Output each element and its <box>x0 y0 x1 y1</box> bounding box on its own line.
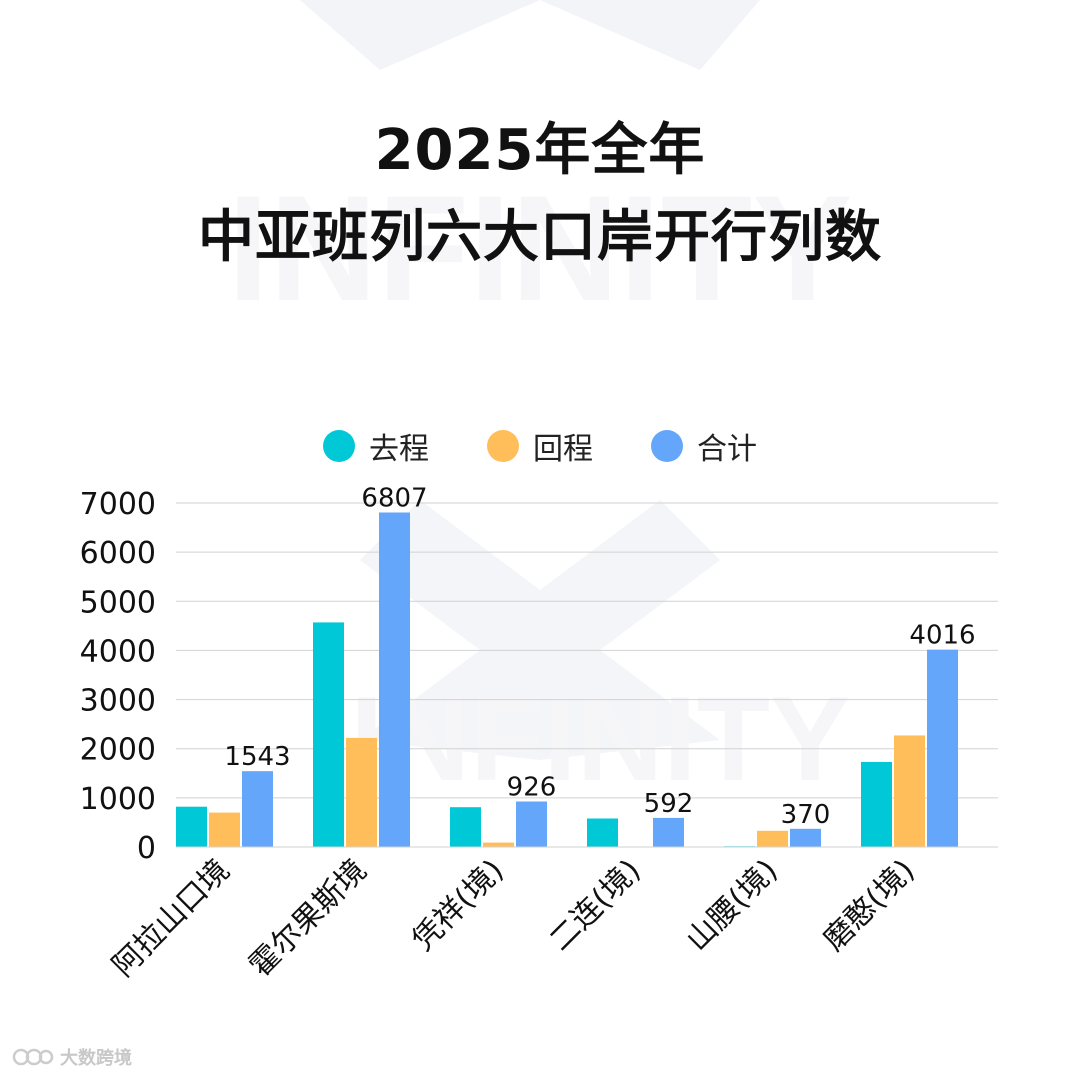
bar-outbound-2 <box>450 807 481 847</box>
chart-legend: 去程 回程 合计 <box>0 424 1080 468</box>
bar-return-5 <box>894 735 925 847</box>
x-category-label: 阿拉山口境 <box>106 853 237 984</box>
bar-return-2 <box>483 842 514 847</box>
legend-label-outbound: 去程 <box>369 432 429 467</box>
x-category-label: 霍尔果斯境 <box>243 853 374 984</box>
legend-item-total: 合计 <box>651 424 757 468</box>
bar-total-2 <box>516 801 547 847</box>
brand-name: 大数跨境 <box>60 1048 132 1069</box>
y-tick-label: 5000 <box>80 585 156 620</box>
y-tick-label: 3000 <box>80 684 156 719</box>
data-label-total: 370 <box>781 800 831 830</box>
bar-total-3 <box>653 817 684 847</box>
legend-item-outbound: 去程 <box>323 424 429 468</box>
data-label-total: 592 <box>644 789 694 819</box>
bar-outbound-1 <box>313 622 344 847</box>
data-label-total: 6807 <box>361 483 427 513</box>
data-label-total: 4016 <box>909 621 975 651</box>
bar-outbound-3 <box>587 818 618 847</box>
y-tick-label: 0 <box>137 831 156 866</box>
legend-dot-outbound <box>323 430 355 462</box>
y-tick-label: 7000 <box>80 487 156 522</box>
bar-outbound-5 <box>861 761 892 847</box>
x-category-label: 二连(境) <box>543 853 648 958</box>
data-label-total: 926 <box>507 772 557 802</box>
brand-mark: 大数跨境 <box>12 1044 132 1070</box>
bar-total-4 <box>790 828 821 847</box>
x-category-label: 凭祥(境) <box>406 853 511 958</box>
legend-dot-total <box>651 430 683 462</box>
bar-total-5 <box>927 649 958 847</box>
x-category-label: 山腰(境) <box>680 853 785 958</box>
legend-label-total: 合计 <box>697 432 757 467</box>
y-tick-label: 6000 <box>80 536 156 571</box>
y-tick-label: 2000 <box>80 733 156 768</box>
bar-return-4 <box>757 830 788 847</box>
bar-total-0 <box>242 771 273 847</box>
x-category-label: 磨憨(境) <box>817 853 922 958</box>
legend-dot-return <box>487 430 519 462</box>
bar-return-0 <box>209 812 240 847</box>
page-title-line1: 2025年全年 <box>374 118 706 183</box>
y-tick-label: 4000 <box>80 634 156 669</box>
legend-label-return: 回程 <box>533 432 593 467</box>
legend-item-return: 回程 <box>487 424 593 468</box>
bar-total-1 <box>379 512 410 847</box>
data-label-total: 1543 <box>224 742 290 772</box>
page-title-line2: 中亚班列六大口岸开行列数 <box>198 205 882 270</box>
bar-return-1 <box>346 737 377 847</box>
y-tick-label: 1000 <box>80 782 156 817</box>
brand-logo-icon <box>12 1048 54 1066</box>
bar-outbound-0 <box>176 806 207 847</box>
